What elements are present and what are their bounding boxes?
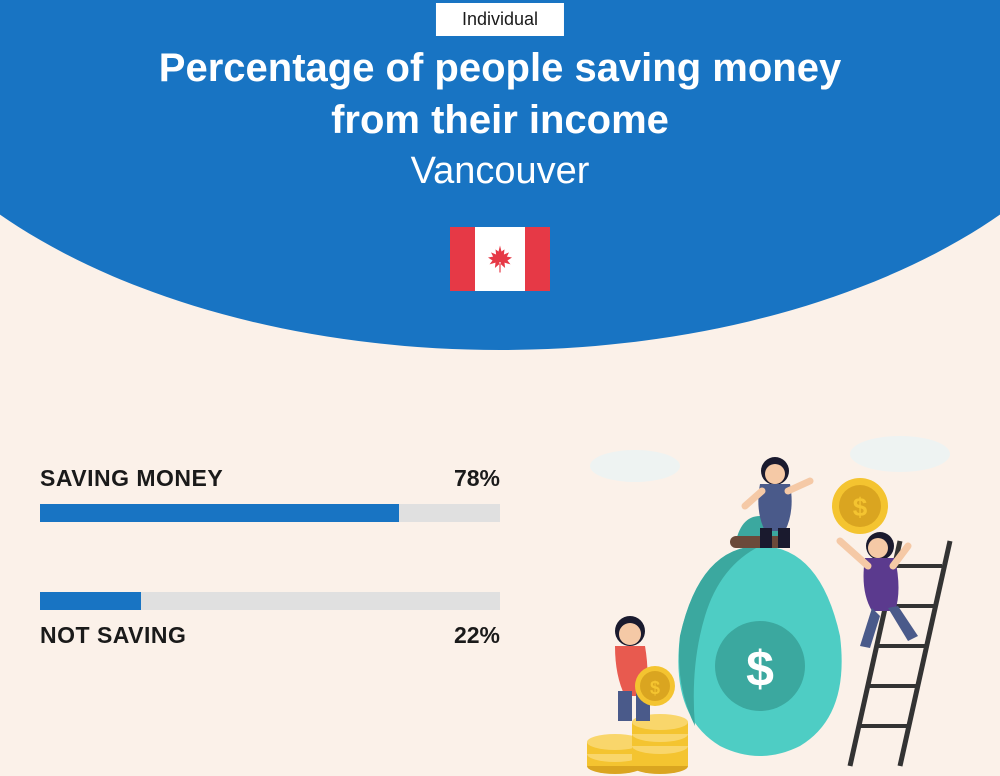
progress-fill-saving xyxy=(40,504,399,522)
person-face-icon xyxy=(868,538,888,558)
data-label-saving: SAVING MONEY xyxy=(40,465,223,492)
data-row-saving: SAVING MONEY 78% xyxy=(40,465,500,522)
subtitle: Vancouver xyxy=(0,150,1000,193)
dollar-sign-icon: $ xyxy=(746,641,774,697)
progress-fill-not-saving xyxy=(40,592,141,610)
progress-bar-not-saving xyxy=(40,592,500,610)
progress-bar-saving xyxy=(40,504,500,522)
person-arm-icon xyxy=(840,541,868,566)
title-container: Percentage of people saving money from t… xyxy=(0,42,1000,193)
data-percentage-not-saving: 22% xyxy=(454,622,500,649)
canada-flag xyxy=(450,227,550,291)
person-leg-icon xyxy=(888,606,918,641)
main-title-line1: Percentage of people saving money xyxy=(0,42,1000,94)
person-face-icon xyxy=(619,623,641,645)
data-row-not-saving: NOT SAVING 22% xyxy=(40,592,500,649)
flag-red-stripe-left xyxy=(450,227,475,291)
main-title-line2: from their income xyxy=(0,94,1000,146)
person-leg-icon xyxy=(778,528,790,548)
flag-white-center xyxy=(475,227,525,291)
person-arm-icon xyxy=(788,481,810,491)
coin-dollar-icon: $ xyxy=(650,678,660,698)
ladder-rail-icon xyxy=(900,541,950,766)
person-face-icon xyxy=(765,464,785,484)
maple-leaf-icon xyxy=(485,244,515,274)
person-leg-icon xyxy=(618,691,632,721)
data-header: SAVING MONEY 78% xyxy=(40,465,500,492)
data-label-not-saving: NOT SAVING xyxy=(40,622,186,649)
data-percentage-saving: 78% xyxy=(454,465,500,492)
cloud-icon xyxy=(850,436,950,472)
data-header: NOT SAVING 22% xyxy=(40,622,500,649)
savings-illustration: $ $ $ xyxy=(560,436,960,776)
flag-red-stripe-right xyxy=(525,227,550,291)
category-badge: Individual xyxy=(436,3,564,36)
data-section: SAVING MONEY 78% NOT SAVING 22% xyxy=(40,465,500,719)
coin-dollar-icon: $ xyxy=(853,492,868,522)
cloud-icon xyxy=(590,450,680,482)
person-leg-icon xyxy=(760,528,772,548)
